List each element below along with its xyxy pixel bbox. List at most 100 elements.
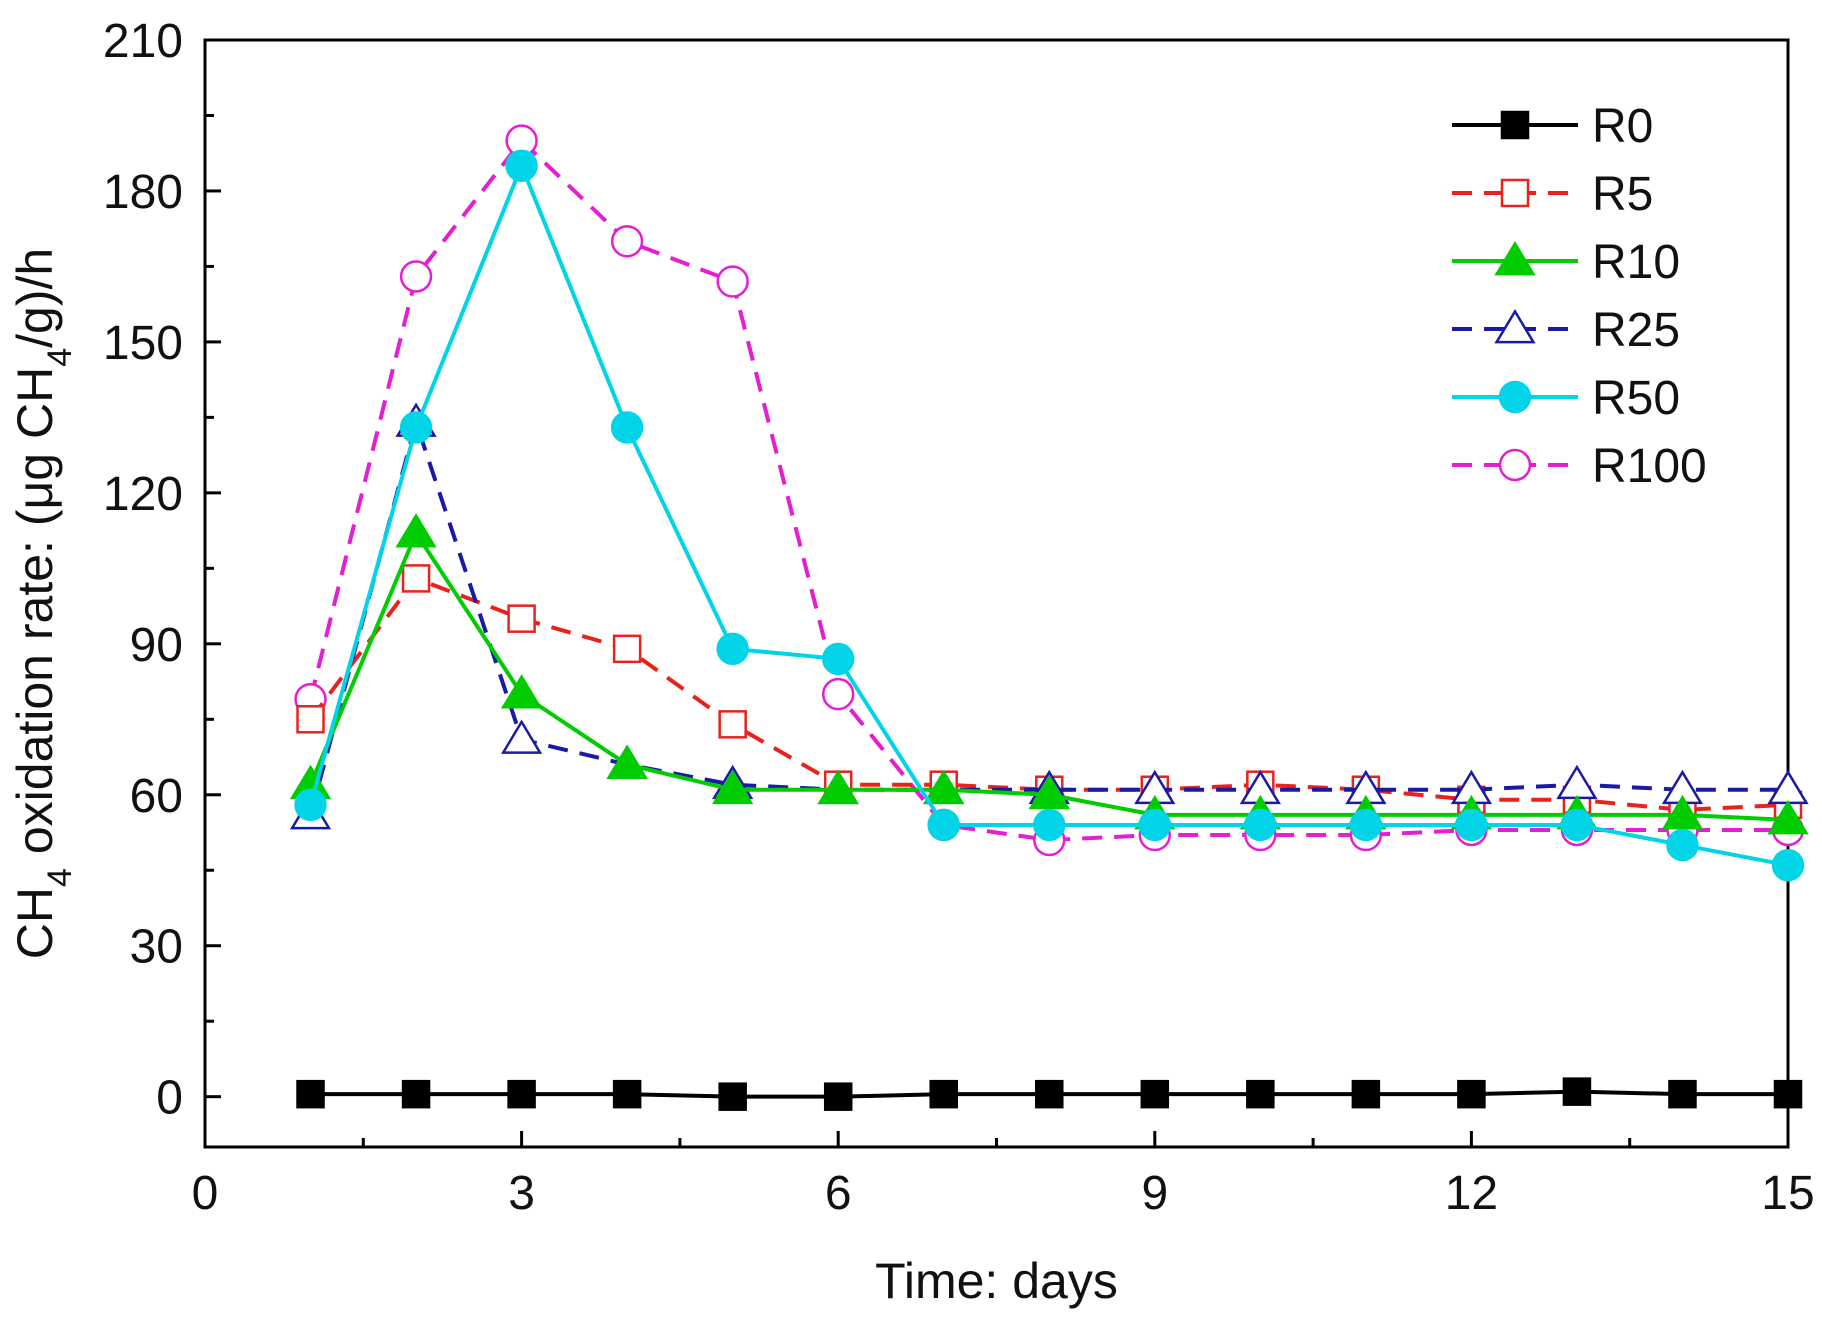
data-point-r10 — [1767, 799, 1809, 835]
legend-item-r0: R0 — [1452, 100, 1653, 153]
data-point-r50 — [610, 411, 644, 444]
data-point-r50 — [1349, 808, 1383, 842]
data-point-r5 — [718, 710, 747, 739]
legend-label-r100: R100 — [1592, 440, 1707, 493]
series-r50 — [294, 149, 1805, 882]
data-point-r0 — [1457, 1079, 1486, 1109]
data-point-r0 — [296, 1079, 325, 1109]
series-layer — [289, 124, 1809, 1111]
data-point-r0 — [929, 1079, 958, 1109]
y-tick-label: 150 — [103, 317, 183, 370]
data-point-r0 — [1773, 1079, 1803, 1109]
y-tick-label: 120 — [103, 468, 183, 521]
data-point-r50 — [399, 411, 433, 444]
data-point-r100 — [822, 677, 855, 711]
y-axis-title-subscript: 4 — [41, 868, 79, 887]
legend-item-r50: R50 — [1452, 372, 1680, 425]
data-point-r5 — [296, 705, 325, 734]
legend-label-r0: R0 — [1592, 100, 1653, 153]
data-point-r50 — [716, 632, 749, 666]
data-point-r10 — [500, 674, 543, 709]
data-point-r10 — [395, 513, 437, 548]
legend-label-r5: R5 — [1592, 168, 1653, 221]
data-point-r10 — [817, 769, 859, 805]
legend-marker-r50 — [1498, 380, 1532, 414]
data-point-r50 — [927, 808, 960, 842]
data-point-r0 — [1351, 1079, 1381, 1109]
legend: R0 R5 R10 R25 R50 R100 — [1452, 100, 1707, 493]
x-tick-label: 0 — [192, 1167, 219, 1220]
data-point-r0 — [1140, 1079, 1170, 1109]
data-point-r50 — [1771, 849, 1805, 882]
series-line-r5 — [308, 576, 1789, 812]
y-axis-title-prefix: CH — [7, 887, 63, 959]
data-point-r50 — [1244, 808, 1277, 842]
x-tick-label: 3 — [508, 1167, 535, 1220]
y-tick-label: 0 — [156, 1072, 183, 1125]
data-point-r50 — [1666, 828, 1699, 862]
data-point-r10 — [712, 769, 754, 805]
x-axis-title: Time: days — [875, 1253, 1118, 1309]
series-line-r25 — [308, 420, 1788, 816]
legend-label-r10: R10 — [1592, 236, 1680, 289]
data-point-r50 — [1560, 808, 1594, 842]
data-point-r0 — [823, 1082, 853, 1111]
series-line-r50 — [308, 163, 1789, 868]
legend-item-r10: R10 — [1452, 236, 1680, 289]
data-point-r25 — [1556, 764, 1598, 800]
data-point-r0 — [401, 1079, 431, 1109]
data-point-r50 — [1033, 808, 1066, 842]
data-point-r0 — [1562, 1077, 1592, 1106]
y-axis-title-suffix: /g)/h — [7, 248, 63, 348]
y-tick-label: 180 — [103, 166, 183, 219]
data-point-r5 — [612, 634, 642, 664]
data-point-r100 — [610, 225, 644, 258]
data-point-r10 — [923, 769, 965, 805]
legend-item-r100: R100 — [1452, 440, 1707, 493]
series-r0 — [296, 1077, 1803, 1111]
data-point-r0 — [507, 1079, 536, 1109]
legend-marker-r0 — [1500, 110, 1530, 140]
data-point-r5 — [507, 604, 536, 633]
data-point-r50 — [1138, 808, 1172, 842]
x-tick-label: 6 — [825, 1167, 852, 1220]
x-tick-label: 12 — [1445, 1167, 1498, 1220]
y-axis-title: CH4 oxidation rate: (μg CH4/g)/h — [7, 248, 79, 959]
y-tick-label: 210 — [103, 15, 183, 68]
x-tick-label: 15 — [1761, 1167, 1814, 1220]
legend-marker-r10 — [1494, 241, 1536, 276]
data-point-r25 — [1767, 769, 1809, 805]
y-tick-label: 60 — [130, 770, 183, 823]
plot-frame — [203, 38, 1790, 1149]
legend-marker-r5 — [1500, 178, 1530, 208]
data-point-r50 — [822, 642, 855, 676]
y-tick-label: 30 — [130, 921, 183, 974]
data-point-r100 — [399, 260, 433, 293]
data-point-r10 — [606, 744, 648, 779]
legend-label-r50: R50 — [1592, 372, 1680, 425]
legend-marker-r100 — [1498, 448, 1532, 482]
data-point-r50 — [505, 149, 538, 182]
data-point-r100 — [716, 265, 749, 298]
y-tick-label: 90 — [130, 619, 183, 672]
legend-item-r5: R5 — [1452, 168, 1653, 221]
data-point-r50 — [294, 788, 327, 822]
y-axis-title-middle: oxidation rate: (μg CH — [7, 367, 63, 868]
data-point-r10 — [1028, 774, 1070, 810]
data-point-r10 — [1661, 794, 1704, 830]
legend-item-r25: R25 — [1452, 304, 1680, 357]
data-point-r5 — [401, 564, 431, 593]
legend-label-r25: R25 — [1592, 304, 1680, 357]
data-point-r0 — [718, 1082, 747, 1111]
data-point-r0 — [612, 1079, 642, 1109]
data-point-r0 — [1668, 1079, 1697, 1109]
data-point-r0 — [1035, 1079, 1064, 1109]
series-line-r100 — [308, 138, 1788, 843]
y-axis-title-subscript-2: 4 — [41, 348, 79, 367]
data-point-r25 — [500, 719, 543, 754]
x-tick-label: 9 — [1141, 1167, 1168, 1220]
data-point-r0 — [1246, 1079, 1275, 1109]
